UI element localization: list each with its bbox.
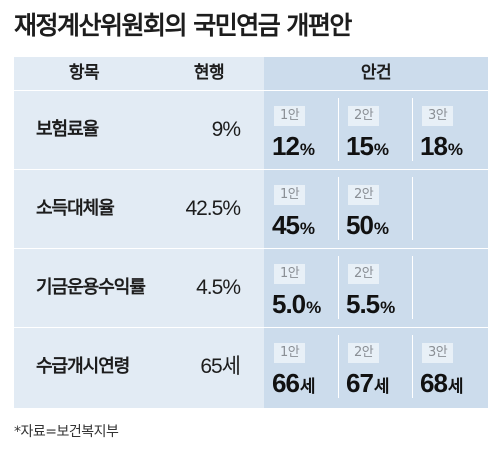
plan-cell: 2안 67세 (338, 327, 412, 406)
pension-reform-table: 항목 현행 안건 보험료율 9% 1안 12% 2안 15% 3안 18% 소득… (14, 57, 488, 408)
plan-value: 5.0% (272, 289, 321, 319)
current-value: 9% (211, 118, 241, 141)
plan-cell: 1안 5.0% (264, 248, 338, 327)
plan-cell: 2안 15% (338, 90, 412, 169)
plan-cell: 2안 50% (338, 169, 412, 248)
table-row: 보험료율 9% 1안 12% 2안 15% 3안 18% (14, 90, 488, 169)
plan-cell: 2안 5.5% (338, 248, 412, 327)
plan-divider (412, 98, 413, 161)
plan-value: 50% (346, 210, 389, 240)
plan-cell: 1안 45% (264, 169, 338, 248)
plan-value: 45% (272, 210, 315, 240)
plan-value: 18% (420, 131, 463, 161)
header-current: 현행 (193, 63, 225, 83)
plan-tag: 1안 (274, 106, 306, 126)
table-row: 소득대체율 42.5% 1안 45% 2안 50% (14, 169, 488, 248)
plan-cell: 1안 66세 (264, 327, 338, 406)
plan-cell: 3안 18% (412, 90, 486, 169)
plan-value: 5.5% (346, 289, 395, 319)
plan-tag: 2안 (348, 106, 380, 126)
plan-value: 66세 (272, 368, 316, 398)
table-header: 항목 현행 안건 (14, 57, 488, 90)
plan-value: 15% (346, 131, 389, 161)
table-row: 기금운용수익률 4.5% 1안 5.0% 2안 5.5% (14, 248, 488, 327)
plan-tag: 1안 (274, 343, 306, 363)
current-value: 65세 (200, 355, 241, 378)
row-label: 기금운용수익률 (36, 277, 146, 298)
row-label: 수급개시연령 (36, 356, 130, 377)
row-label: 보험료율 (36, 119, 99, 140)
row-label: 소득대체율 (36, 198, 115, 219)
plan-tag: 1안 (274, 185, 306, 205)
plan-divider (338, 256, 339, 319)
plan-divider (338, 177, 339, 240)
source-note: *자료=보건복지부 (14, 424, 119, 440)
plan-cell: 3안 68세 (412, 327, 486, 406)
plan-divider (338, 335, 339, 398)
plan-value: 12% (272, 131, 315, 161)
header-plan: 안건 (360, 63, 392, 83)
plan-tag: 2안 (348, 343, 380, 363)
row-divider (14, 90, 488, 91)
row-divider (14, 248, 488, 249)
row-divider (14, 169, 488, 170)
row-divider (14, 327, 488, 328)
plan-divider (412, 177, 413, 240)
header-item: 항목 (68, 63, 100, 83)
current-value: 42.5% (185, 197, 241, 220)
plan-tag: 2안 (348, 185, 380, 205)
plan-divider (412, 256, 413, 319)
plan-divider (412, 335, 413, 398)
current-value: 4.5% (196, 276, 241, 299)
plan-value: 67세 (346, 368, 390, 398)
table-row: 수급개시연령 65세 1안 66세 2안 67세 3안 68세 (14, 327, 488, 408)
plan-tag: 3안 (422, 343, 454, 363)
plan-tag: 2안 (348, 264, 380, 284)
plan-tag: 1안 (274, 264, 306, 284)
plan-value: 68세 (420, 368, 464, 398)
plan-divider (338, 98, 339, 161)
plan-cell: 1안 12% (264, 90, 338, 169)
page-title: 재정계산위원회의 국민연금 개편안 (14, 11, 352, 40)
plan-tag: 3안 (422, 106, 454, 126)
